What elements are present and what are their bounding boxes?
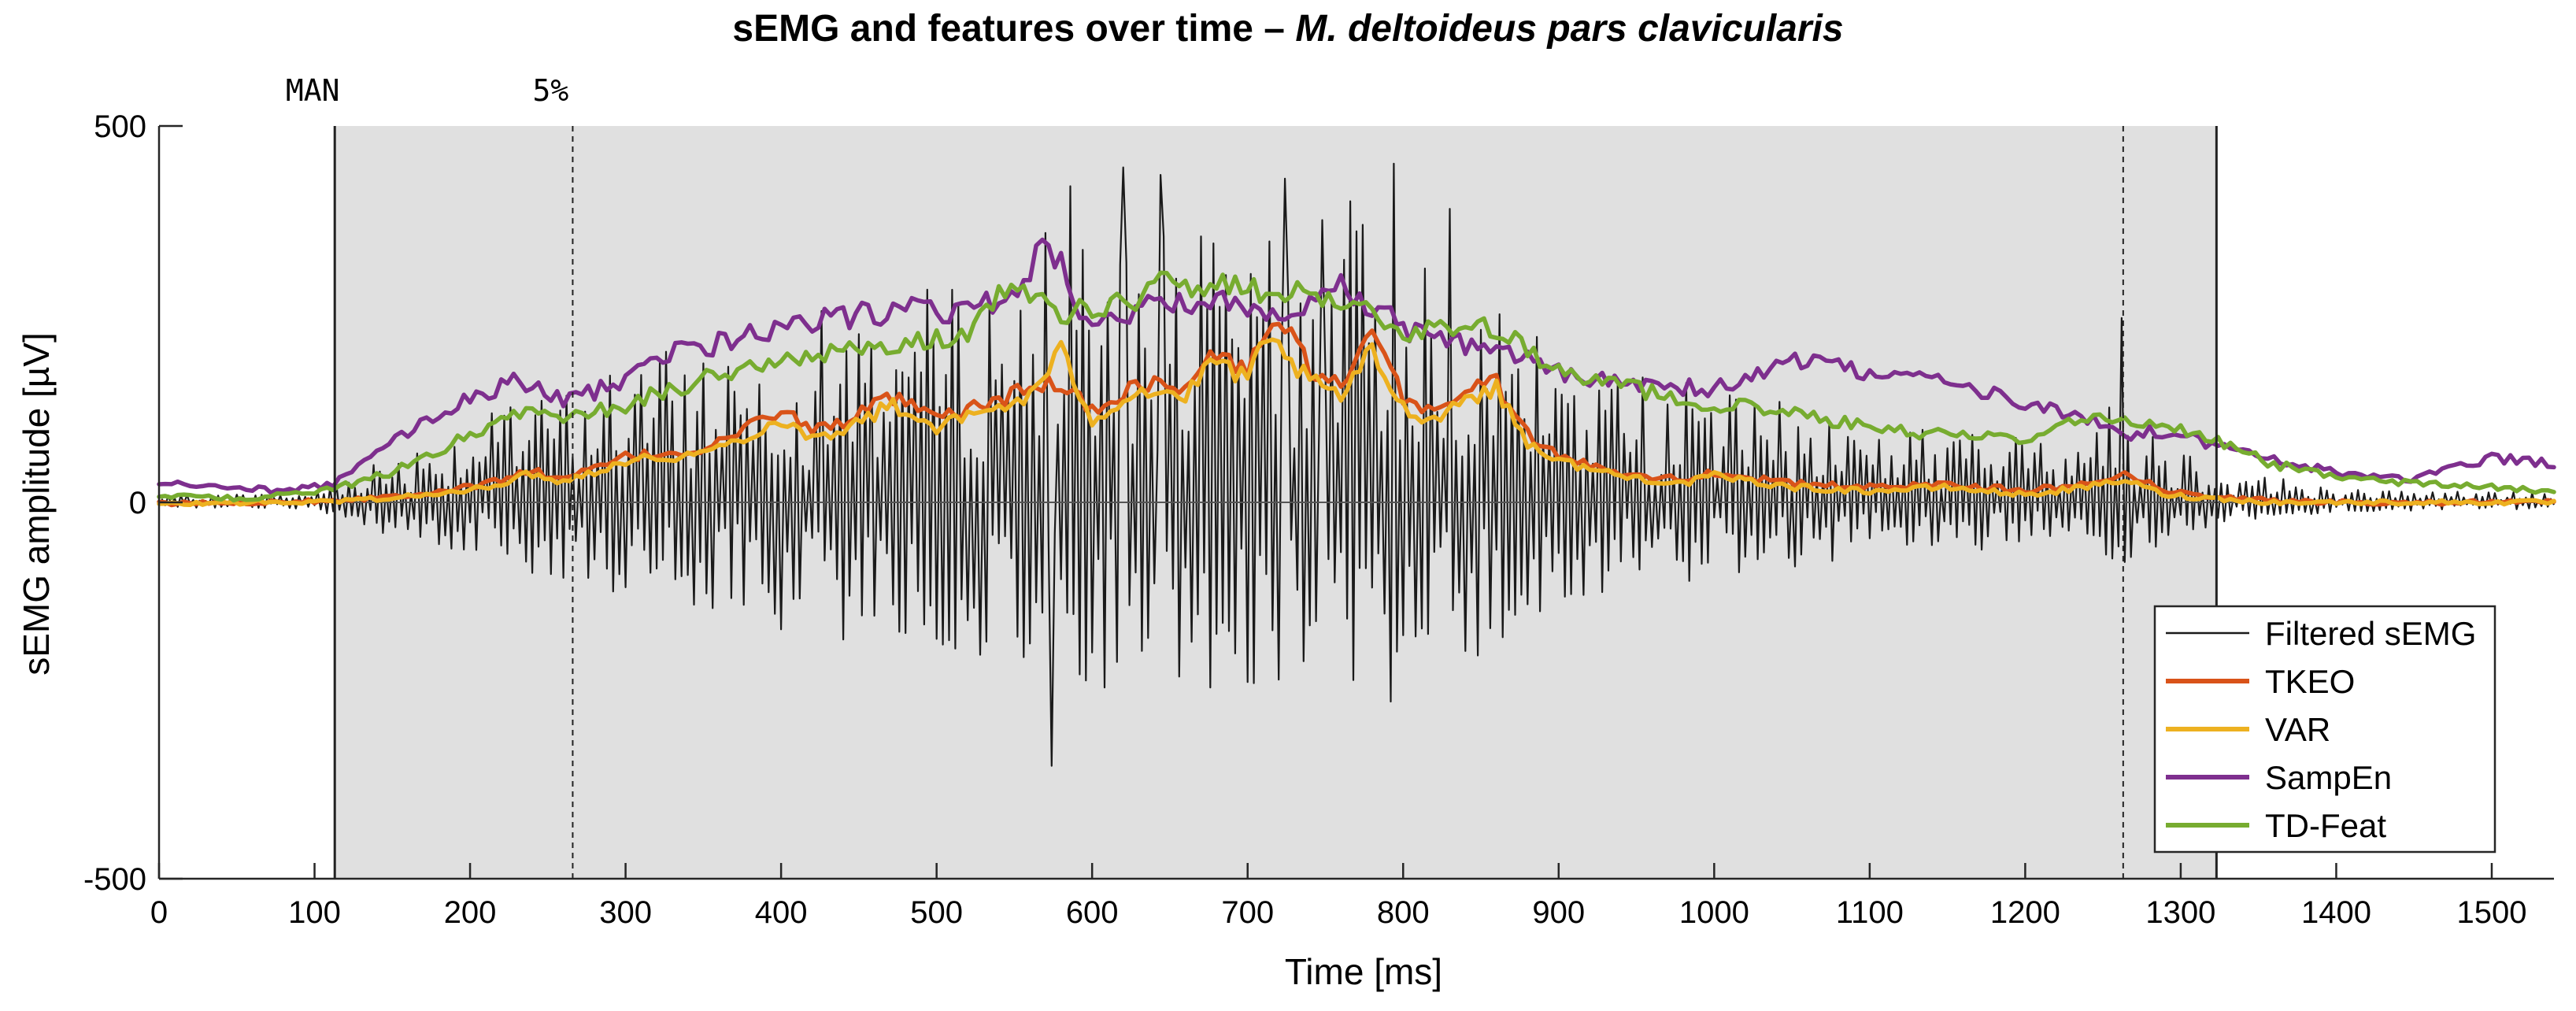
legend-entry-label: TD-Feat [2265,807,2386,844]
chart-title-main: sEMG and features over time – [732,8,1295,50]
x-axis-label: Time [ms] [1285,951,1442,992]
x-tick-label: 500 [910,895,963,930]
legend-entry-label: TKEO [2265,663,2355,700]
legend-entry-label: VAR [2265,711,2330,748]
series-filtered-semg-line [158,162,2555,767]
legend-entry-label: SampEn [2265,759,2392,796]
y-tick-label: 0 [129,486,146,520]
legend: Filtered sEMG TKEO VAR SampEn TD-Feat [2153,605,2496,854]
series-var-line [157,337,2556,508]
x-tick-label: 1000 [1679,895,1749,930]
y-axis-label: sEMG amplitude [µV] [16,332,57,676]
series-tkeo-line [157,321,2556,508]
series-td-feat-line [157,270,2556,503]
x-tick-label: 900 [1532,895,1585,930]
marker-label-1: MAN [286,73,340,108]
x-tick-label: 0 [150,895,168,930]
chart-title-italic: M. deltoideus pars clavicularis [1295,8,1843,50]
x-tick-label: 1500 [2456,895,2526,930]
x-tick-label: 1100 [1836,895,1904,930]
x-tick-label: 1400 [2301,895,2371,930]
chart-title: sEMG and features over time – M. deltoid… [732,8,1843,50]
x-tick-label: 100 [288,895,341,930]
x-tick-label: 200 [444,895,497,930]
feature-series-group [157,237,2556,508]
x-tick-label: 800 [1377,895,1430,930]
x-tick-label: 400 [755,895,808,930]
x-tick-label: 700 [1221,895,1274,930]
y-tick-label: 500 [94,109,146,144]
x-tick-label: 300 [599,895,652,930]
y-tick-label: -500 [83,862,146,897]
axes: 0 100 200 300 400 500 600 700 800 900 1000 1100 1200… [83,109,2554,930]
x-tick-label: 1300 [2145,895,2215,930]
x-tick-label: 600 [1066,895,1119,930]
marker-label-2: 5% [533,73,569,108]
legend-entry-label: Filtered sEMG [2265,615,2476,652]
x-tick-label: 1200 [1990,895,2060,930]
filtered-semg-series [158,162,2555,767]
series-sampen-line [157,237,2556,495]
